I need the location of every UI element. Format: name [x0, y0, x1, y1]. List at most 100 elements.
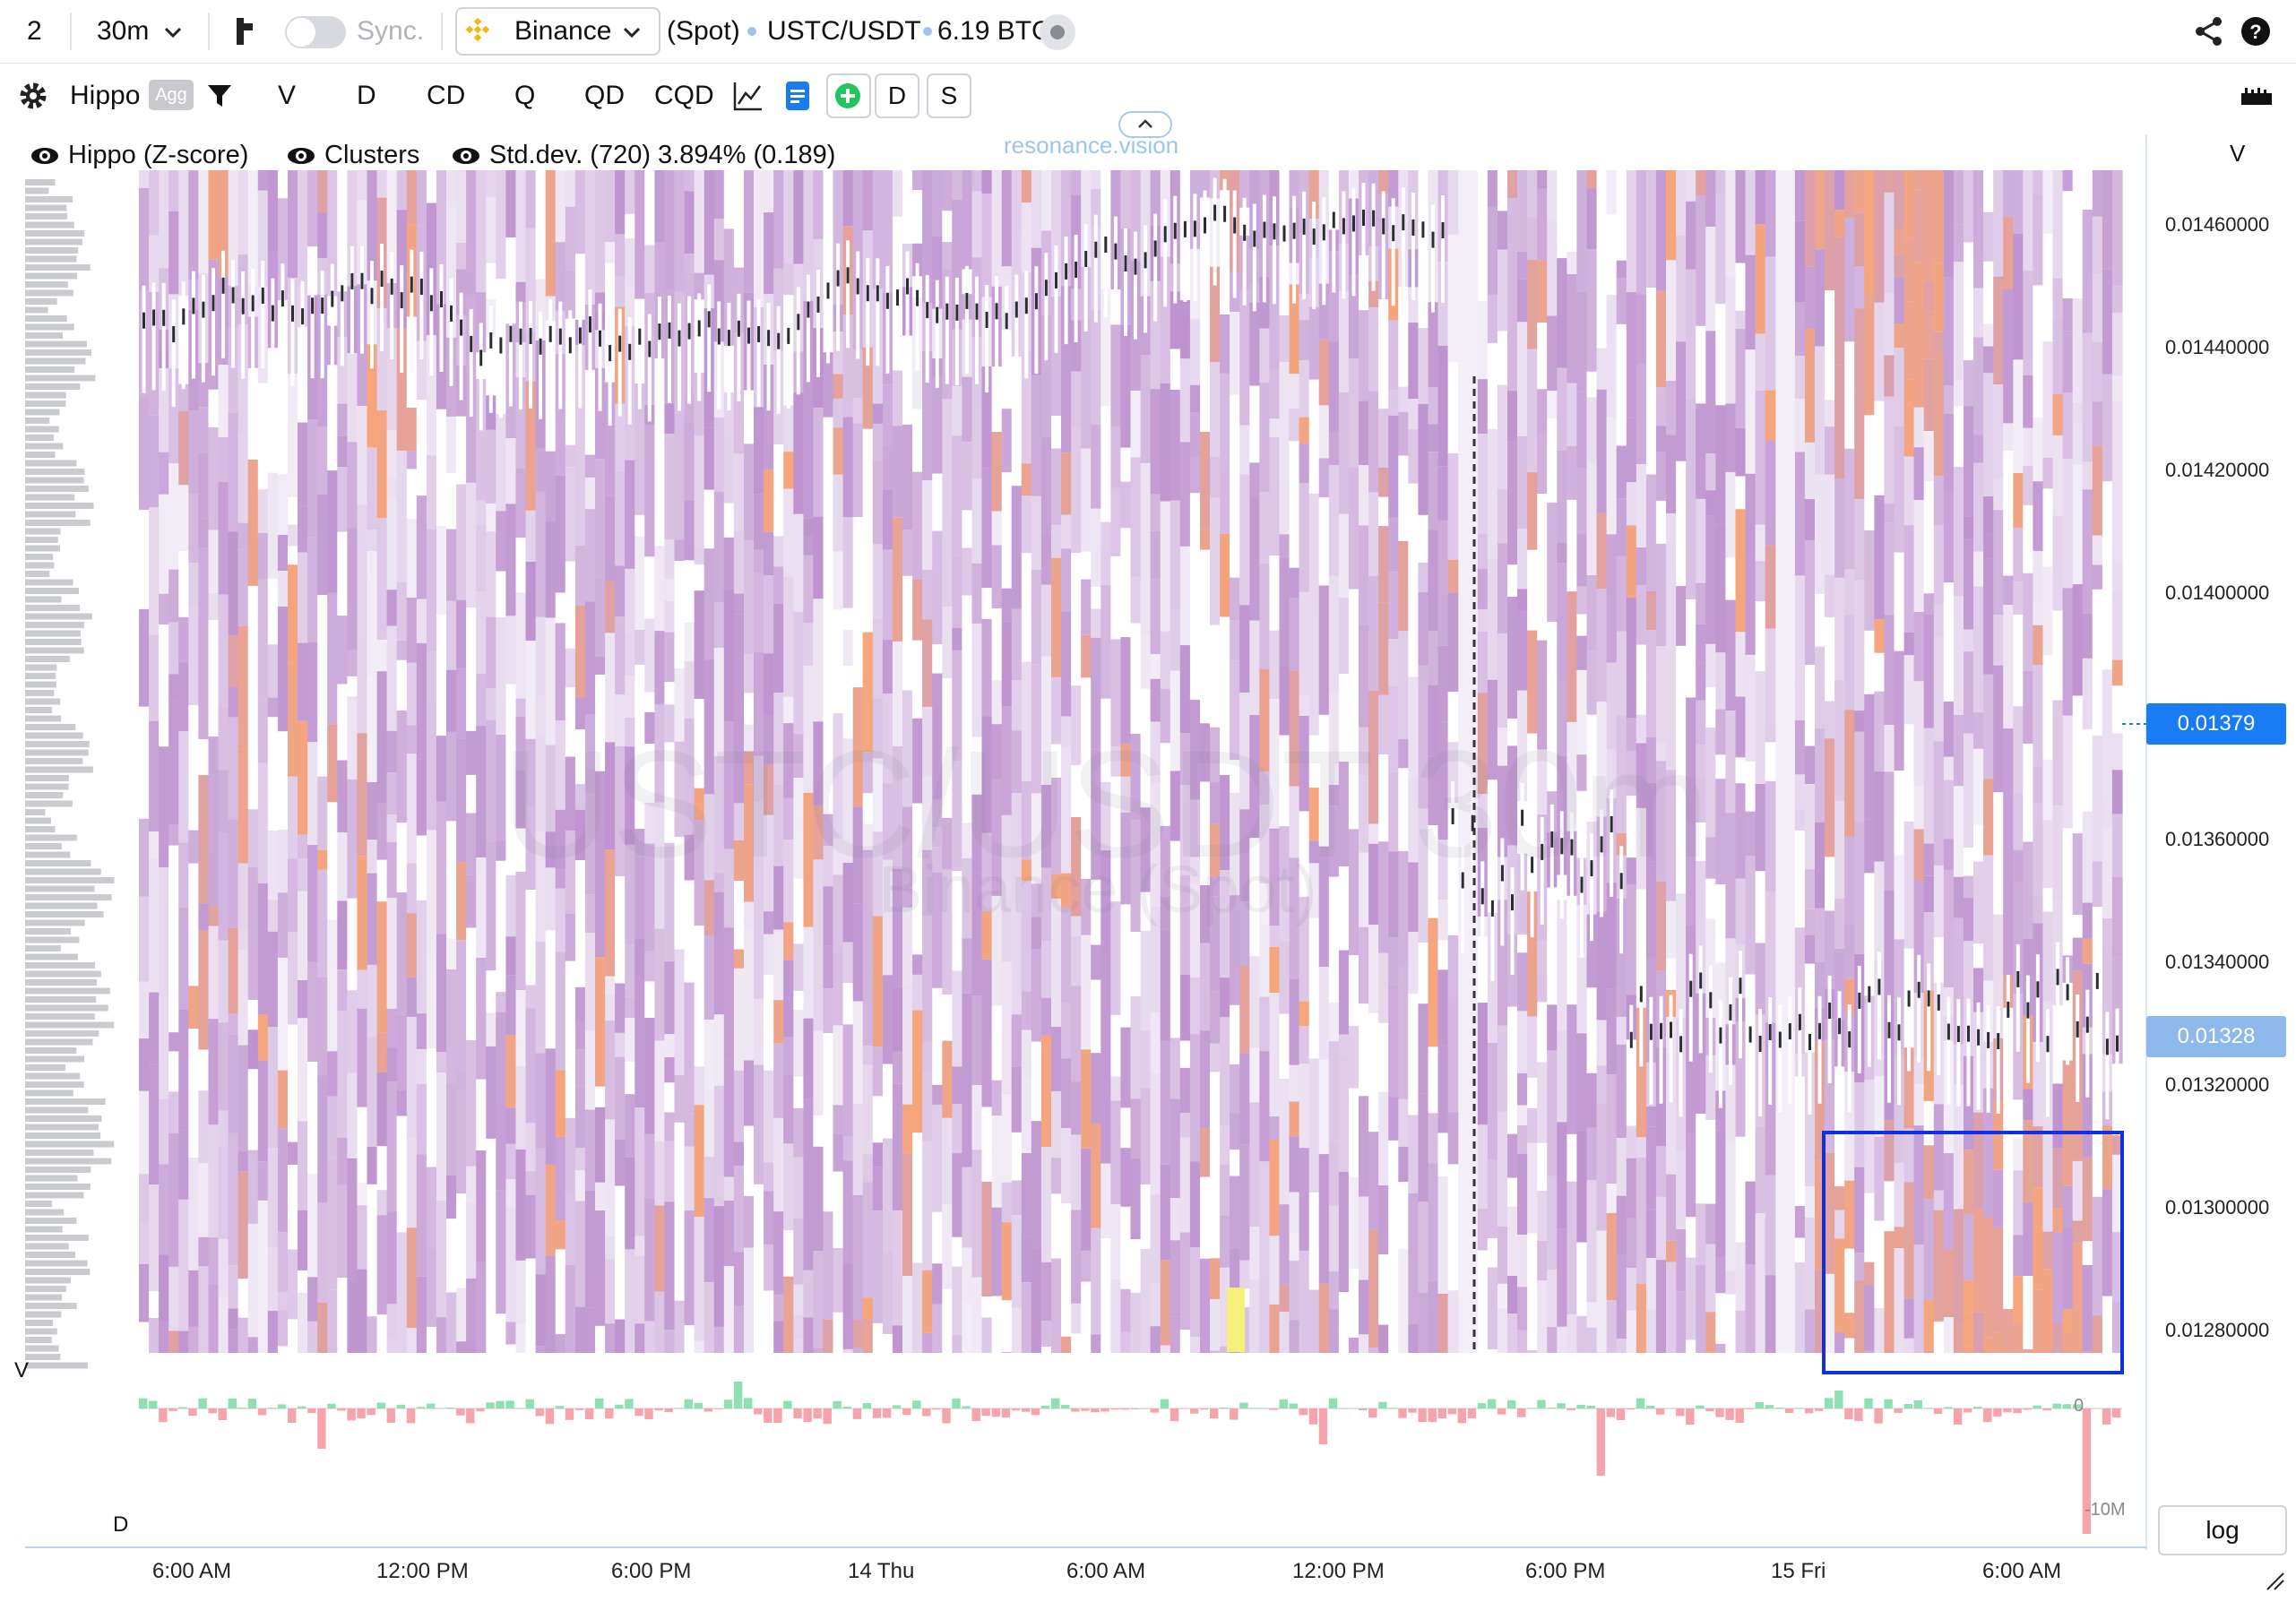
line-chart-icon[interactable] [733, 81, 764, 111]
heatmap-cell [545, 831, 557, 868]
indicator-button-cd[interactable]: CD [427, 81, 466, 110]
heatmap-cell [1517, 690, 1528, 802]
cluster-mark [1778, 1031, 1782, 1048]
agg-badge[interactable]: Agg [149, 80, 194, 110]
heatmap-cell [744, 901, 755, 929]
heatmap-cell [1031, 793, 1042, 884]
heatmap-cell [456, 484, 467, 600]
heatmap-cell [1021, 781, 1032, 860]
cluster-mark [1282, 225, 1286, 242]
indicator-button-v[interactable]: V [278, 81, 297, 110]
heatmap-cell [1557, 900, 1567, 1030]
cluster-mark [1233, 217, 1237, 234]
heatmap-cell [892, 1210, 903, 1326]
heatmap-cell [1040, 170, 1052, 231]
heatmap-cell [1537, 389, 1548, 434]
heatmap-cell [1368, 925, 1379, 1013]
document-icon[interactable] [785, 81, 810, 111]
delta-bar [723, 1400, 733, 1408]
log-scale-button[interactable]: log [2158, 1505, 2287, 1555]
delta-bar [2052, 1403, 2061, 1408]
share-icon[interactable] [2194, 16, 2224, 47]
heatmap-cell [505, 1107, 517, 1144]
gear-icon[interactable] [18, 81, 48, 111]
heatmap-chart[interactable] [0, 125, 2296, 1602]
eye-icon[interactable] [452, 146, 480, 166]
eye-icon[interactable] [30, 146, 59, 166]
heatmap-cell [1338, 762, 1350, 866]
heatmap-cell [277, 474, 289, 535]
indicator-button-q[interactable]: Q [514, 81, 536, 110]
heatmap-cell [337, 467, 348, 532]
heatmap-cell [1517, 1011, 1528, 1073]
filter-icon[interactable] [206, 82, 233, 109]
delta-bar [178, 1407, 187, 1408]
heatmap-cell [1210, 1258, 1221, 1299]
heatmap-cell [1120, 447, 1132, 482]
heatmap-cell [1328, 1041, 1340, 1143]
toggle-s-button[interactable]: S [927, 73, 971, 118]
timeframe-select[interactable]: 30m [97, 16, 150, 46]
heatmap-cell [545, 1048, 557, 1165]
heatmap-cell [1031, 495, 1042, 570]
price-candle [1193, 194, 1197, 302]
heatmap-cell [1189, 977, 1201, 1035]
heatmap-cell [634, 857, 645, 939]
heatmap-cell [1001, 814, 1013, 900]
volume-profile-bar [25, 1192, 84, 1199]
heatmap-cell [1874, 861, 1886, 960]
heatmap-cell [754, 1184, 764, 1305]
indicator-button-d[interactable]: D [357, 81, 376, 110]
heatmap-cell [1220, 870, 1230, 978]
exchange-select[interactable] [455, 7, 660, 56]
heatmap-cell [1547, 887, 1558, 1005]
indicator-button-cqd[interactable]: CQD [654, 81, 714, 110]
heatmap-cell [1567, 1004, 1578, 1134]
price-candle [1252, 203, 1256, 312]
eye-icon[interactable] [287, 146, 315, 166]
indicator-name[interactable]: Hippo [70, 81, 141, 110]
heatmap-cell [803, 170, 815, 301]
cluster-mark [1124, 255, 1127, 271]
heatmap-cell [872, 618, 884, 699]
heatmap-cell [1666, 770, 1677, 901]
help-icon[interactable]: ? [2240, 16, 2271, 47]
heatmap-cell [2003, 1089, 2014, 1187]
cluster-mark [965, 292, 969, 309]
chevron-down-icon[interactable] [163, 25, 183, 39]
heatmap-cell [1447, 559, 1459, 593]
delta-bar [1705, 1408, 1714, 1412]
price-candle [370, 261, 374, 369]
resize-handle-icon[interactable] [2264, 1570, 2285, 1591]
heatmap-cell [2023, 427, 2033, 467]
heatmap-cell [1328, 341, 1340, 432]
heatmap-cell [1091, 508, 1101, 587]
heatmap-cell [1715, 779, 1726, 884]
layout-count[interactable]: 2 [27, 16, 42, 46]
ruler-icon[interactable] [2240, 86, 2273, 106]
heatmap-cell [257, 579, 269, 699]
volume-profile-bar [25, 187, 49, 194]
heatmap-cell [2013, 615, 2024, 707]
price-candle [1451, 781, 1455, 889]
heatmap-cell [842, 1024, 854, 1137]
chart-layout-icon[interactable] [235, 16, 256, 47]
heatmap-cell [1428, 685, 1439, 756]
heatmap-cell [574, 1086, 586, 1148]
heatmap-cell [733, 530, 745, 594]
indicator-button-qd[interactable]: QD [584, 81, 625, 110]
pair-name[interactable]: USTC/USDT [767, 16, 921, 46]
heatmap-cell [247, 1029, 259, 1070]
heatmap-cell [1586, 714, 1598, 747]
heatmap-cell [773, 566, 784, 604]
collapse-handle[interactable] [1118, 111, 1172, 138]
toggle-d-button[interactable]: D [875, 73, 919, 118]
heatmap-cell [842, 942, 854, 983]
heatmap-cell [1844, 448, 1855, 570]
price-candle [1639, 959, 1644, 1067]
heatmap-cell [466, 927, 477, 1040]
heatmap-cell [277, 1070, 289, 1129]
heatmap-cell [426, 1048, 437, 1167]
heatmap-cell [1031, 949, 1042, 1042]
heatmap-cell [1794, 1237, 1806, 1262]
